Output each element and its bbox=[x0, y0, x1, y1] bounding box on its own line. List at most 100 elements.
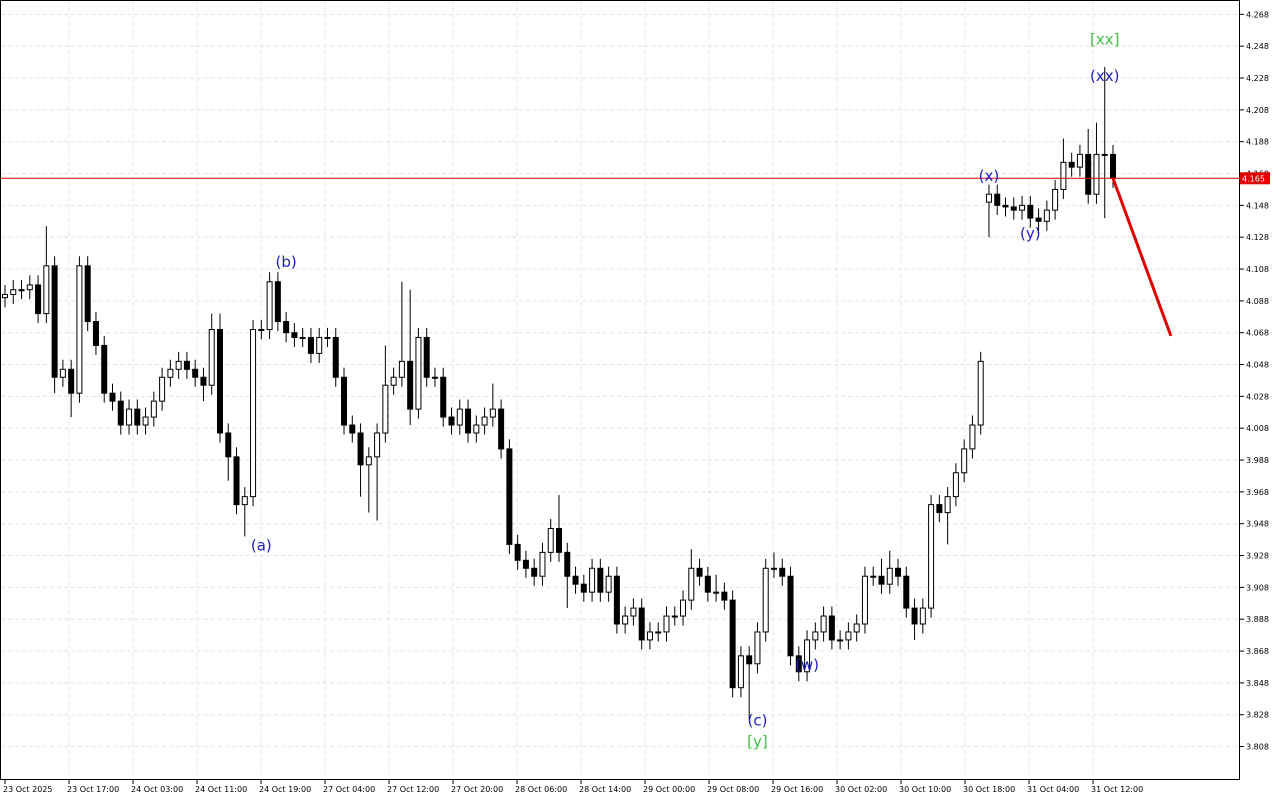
candle-body bbox=[944, 496, 951, 514]
candle-body bbox=[208, 329, 215, 386]
y-tick-label: 4.088 bbox=[1246, 297, 1269, 306]
candle-body bbox=[398, 360, 405, 378]
candle-body bbox=[35, 284, 42, 315]
candle-body bbox=[663, 615, 670, 633]
candle-body bbox=[465, 408, 472, 434]
candle-body bbox=[638, 607, 645, 641]
candle-body bbox=[680, 599, 687, 617]
candle-body bbox=[746, 655, 753, 665]
candle-body bbox=[2, 293, 8, 299]
candle-body bbox=[126, 408, 133, 426]
candle-body bbox=[589, 567, 596, 593]
y-tick-label: 3.908 bbox=[1246, 583, 1269, 592]
candle-body bbox=[556, 527, 562, 553]
candle-body bbox=[456, 408, 463, 426]
candle-body bbox=[961, 448, 968, 474]
candle-body bbox=[117, 400, 124, 426]
candle-body bbox=[183, 360, 190, 370]
candle-body bbox=[977, 360, 984, 426]
candle-body bbox=[903, 575, 910, 609]
plot-frame bbox=[0, 0, 1240, 780]
candle-body bbox=[101, 344, 108, 394]
candle-body bbox=[473, 424, 480, 434]
candle-body bbox=[481, 416, 488, 426]
x-tick-label: 24 Oct 11:00 bbox=[195, 785, 247, 794]
candle-body bbox=[688, 567, 695, 601]
x-tick-label: 29 Oct 00:00 bbox=[643, 785, 695, 794]
candle-body bbox=[506, 448, 513, 545]
candle-body bbox=[721, 591, 728, 601]
candle-body bbox=[1110, 153, 1116, 179]
candle-body bbox=[142, 416, 149, 426]
y-tick-label: 3.968 bbox=[1246, 488, 1269, 497]
candle-body bbox=[1035, 217, 1042, 222]
candle-body bbox=[51, 265, 58, 378]
y-tick-label: 4.108 bbox=[1246, 265, 1269, 274]
candle-body bbox=[870, 575, 877, 578]
candle-body bbox=[531, 567, 538, 577]
candle-body bbox=[109, 392, 116, 402]
candle-body bbox=[985, 193, 992, 203]
candle-body bbox=[431, 376, 438, 379]
candle-body bbox=[1043, 209, 1050, 222]
candle-body bbox=[919, 607, 926, 625]
candle-body bbox=[84, 265, 91, 323]
candle-body bbox=[1093, 153, 1100, 195]
candle-body bbox=[241, 496, 248, 506]
candle-body bbox=[134, 408, 141, 426]
candle-body bbox=[250, 329, 257, 498]
candle-body bbox=[200, 376, 207, 386]
wave-label: (w) bbox=[795, 656, 819, 674]
forecast-line bbox=[1111, 177, 1173, 337]
candle-body bbox=[498, 408, 505, 450]
x-tick-label: 31 Oct 04:00 bbox=[1027, 785, 1079, 794]
candle-body bbox=[936, 504, 943, 514]
x-tick-label: 24 Oct 19:00 bbox=[259, 785, 311, 794]
candle-body bbox=[911, 607, 918, 625]
y-tick-label: 3.868 bbox=[1246, 647, 1269, 656]
candle-body bbox=[307, 336, 314, 354]
candle-body bbox=[192, 368, 199, 378]
candle-body bbox=[341, 376, 348, 426]
candle-body bbox=[1052, 188, 1059, 211]
candle-body bbox=[820, 615, 827, 633]
candle-body bbox=[415, 336, 422, 410]
candle-body bbox=[713, 591, 720, 594]
candle-body bbox=[1068, 161, 1075, 168]
x-tick-label: 27 Oct 04:00 bbox=[323, 785, 375, 794]
x-tick-label: 30 Oct 18:00 bbox=[963, 785, 1015, 794]
candle-body bbox=[630, 607, 637, 617]
candle-body bbox=[564, 551, 571, 577]
candle-body bbox=[349, 424, 356, 434]
candle-body bbox=[522, 559, 529, 569]
candle-body bbox=[1019, 204, 1026, 211]
candle-body bbox=[1027, 204, 1034, 219]
candle-body bbox=[43, 265, 50, 315]
candle-body bbox=[613, 575, 620, 625]
y-tick-label: 3.888 bbox=[1246, 615, 1269, 624]
x-tick-label: 28 Oct 14:00 bbox=[579, 785, 631, 794]
candle-body bbox=[952, 472, 959, 498]
candle-body bbox=[159, 376, 166, 402]
candle-body bbox=[1101, 153, 1108, 156]
candle-body bbox=[572, 575, 579, 585]
candle-body bbox=[324, 336, 331, 339]
candle-body bbox=[357, 432, 364, 466]
candle-body bbox=[928, 504, 935, 609]
candle-body bbox=[804, 639, 811, 673]
y-tick-label: 4.148 bbox=[1246, 201, 1269, 210]
candle-body bbox=[175, 360, 182, 370]
wave-label: [xx] bbox=[1090, 30, 1119, 48]
candle-body bbox=[1002, 204, 1009, 208]
x-tick-label: 27 Oct 12:00 bbox=[387, 785, 439, 794]
wave-label: (c) bbox=[747, 712, 767, 730]
candle-body bbox=[770, 567, 777, 570]
candle-body bbox=[365, 456, 372, 466]
wave-label: (y) bbox=[1020, 225, 1041, 243]
candle-body bbox=[729, 599, 736, 689]
x-tick-label: 30 Oct 02:00 bbox=[835, 785, 887, 794]
y-tick-label: 4.228 bbox=[1246, 74, 1269, 83]
y-tick-label: 4.188 bbox=[1246, 138, 1269, 147]
wave-label: (x) bbox=[979, 167, 1000, 185]
